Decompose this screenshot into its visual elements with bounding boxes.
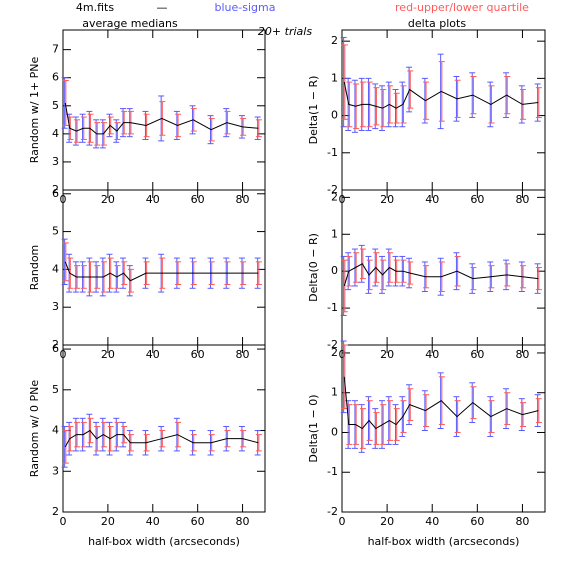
- y-tick-label: 6: [52, 342, 59, 355]
- x-tick-label: 40: [146, 193, 160, 206]
- panel-frame: [62, 344, 266, 513]
- x-tick-label: 80: [515, 515, 529, 528]
- x-tick-label: 60: [470, 515, 484, 528]
- y-tick-label: 2: [331, 190, 338, 203]
- y-axis-label: Delta(1 − R): [307, 76, 320, 145]
- y-tick-label: 5: [52, 99, 59, 112]
- y-tick-label: 4: [52, 424, 59, 437]
- x-tick-label: 80: [236, 348, 250, 361]
- y-tick-label: -1: [327, 301, 338, 314]
- x-axis-label: half-box width (arcseconds): [368, 535, 520, 548]
- panel-frame: [341, 189, 546, 346]
- x-tick-label: 60: [470, 193, 484, 206]
- x-tick-label: 20: [101, 515, 115, 528]
- data-line: [64, 429, 259, 448]
- y-tick-label: -2: [327, 183, 338, 196]
- header-quartile: red-upper/lower quartile: [395, 1, 529, 14]
- x-tick-label: 40: [425, 193, 439, 206]
- y-tick-label: 7: [52, 43, 59, 56]
- y-tick-label: 2: [52, 183, 59, 196]
- y-tick-label: 6: [52, 187, 59, 200]
- y-tick-label: 0: [331, 264, 338, 277]
- y-axis-label: Random w/ 1+ PNe: [28, 56, 41, 163]
- x-tick-label: 60: [191, 348, 205, 361]
- x-axis-label: half-box width (arcseconds): [88, 535, 240, 548]
- header-trials: 20+ trials: [258, 25, 312, 38]
- y-tick-label: 5: [52, 383, 59, 396]
- x-tick-label: 80: [236, 515, 250, 528]
- y-tick-label: -1: [327, 146, 338, 159]
- data-line: [343, 376, 539, 430]
- y-tick-label: 3: [52, 300, 59, 313]
- header-right: delta plots: [408, 17, 466, 30]
- x-tick-label: 0: [339, 515, 346, 528]
- y-tick-label: 3: [52, 464, 59, 477]
- y-tick-label: -2: [327, 505, 338, 518]
- y-tick-label: 2: [331, 346, 338, 359]
- data-line: [64, 102, 259, 135]
- y-tick-label: 0: [331, 425, 338, 438]
- x-tick-label: 20: [101, 348, 115, 361]
- x-tick-label: 40: [146, 348, 160, 361]
- x-tick-label: 60: [191, 515, 205, 528]
- y-tick-label: 1: [331, 386, 338, 399]
- y-tick-label: 2: [52, 338, 59, 351]
- panel-frame: [62, 189, 266, 346]
- y-axis-label: Delta(1 − 0): [307, 394, 320, 462]
- y-axis-label: Random w/ 0 PNe: [28, 380, 41, 478]
- y-tick-label: 2: [52, 505, 59, 518]
- x-tick-label: 80: [515, 193, 529, 206]
- panel-frame: [62, 29, 266, 191]
- y-axis-label: Random: [28, 245, 41, 291]
- y-tick-label: 2: [331, 34, 338, 47]
- y-tick-label: 6: [52, 71, 59, 84]
- y-tick-label: 3: [52, 155, 59, 168]
- x-tick-label: 20: [101, 193, 115, 206]
- y-tick-label: -1: [327, 465, 338, 478]
- data-line: [343, 81, 539, 109]
- x-tick-label: 80: [515, 348, 529, 361]
- y-tick-label: -2: [327, 338, 338, 351]
- y-axis-label: Delta(0 − R): [307, 233, 320, 302]
- header-left: average medians: [82, 17, 178, 30]
- x-tick-label: 40: [425, 515, 439, 528]
- x-tick-label: 40: [146, 515, 160, 528]
- x-tick-label: 60: [191, 193, 205, 206]
- x-tick-label: 0: [60, 515, 67, 528]
- y-tick-label: 5: [52, 225, 59, 238]
- y-tick-label: 1: [331, 71, 338, 84]
- header-sigma: blue-sigma: [215, 1, 276, 14]
- x-tick-label: 20: [380, 515, 394, 528]
- data-line: [64, 261, 259, 282]
- header-file: 4m.fits: [76, 1, 114, 14]
- y-tick-label: 0: [331, 109, 338, 122]
- x-tick-label: 40: [425, 348, 439, 361]
- y-tick-label: 4: [52, 262, 59, 275]
- header-dash: —: [157, 1, 168, 14]
- x-tick-label: 60: [470, 348, 484, 361]
- data-line: [343, 263, 539, 287]
- y-tick-label: 4: [52, 127, 59, 140]
- y-tick-label: 1: [331, 227, 338, 240]
- x-tick-label: 20: [380, 193, 394, 206]
- x-tick-label: 80: [236, 193, 250, 206]
- panel-frame: [341, 344, 546, 513]
- x-tick-label: 20: [380, 348, 394, 361]
